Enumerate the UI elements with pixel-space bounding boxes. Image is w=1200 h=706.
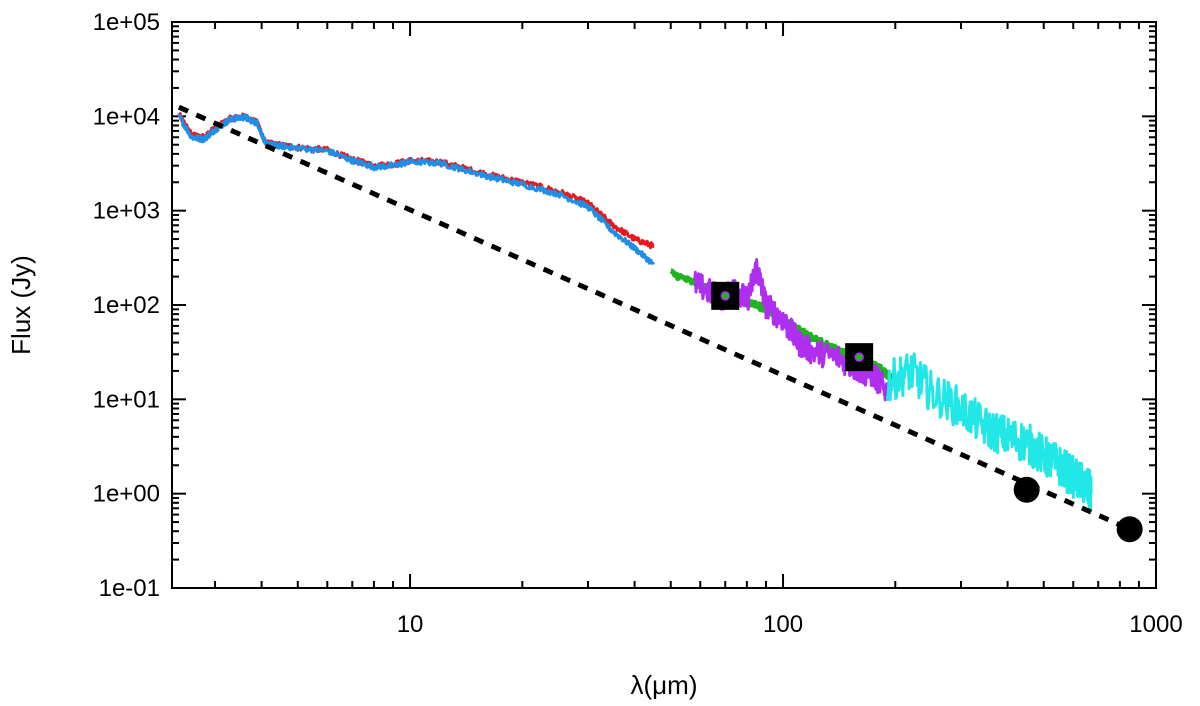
y-tick-labels: 1e-01 1e+00 1e+01 1e+02 1e+03 1e+04 1e+05 [93, 9, 160, 602]
x-tick-label: 1000 [1129, 611, 1182, 638]
x-axis-label: λ(μm) [631, 670, 698, 700]
x-tick-label: 100 [763, 611, 803, 638]
photometry-square-dot [854, 352, 864, 362]
spectrum-series-1 [177, 113, 655, 266]
photometry-circle-marker [1116, 516, 1143, 543]
x-tick-labels: 10 100 1000 [397, 611, 1183, 638]
axis-ticks [172, 21, 1157, 589]
photometry-circle-marker [1013, 476, 1040, 503]
y-tick-label: 1e+00 [93, 481, 160, 508]
data-series [177, 104, 1131, 532]
y-axis-label: Flux (Jy) [6, 255, 36, 355]
spectrum-series-4 [885, 352, 1093, 512]
y-tick-label: 1e+05 [93, 9, 160, 36]
y-tick-label: 1e+02 [93, 292, 160, 319]
x-tick-label: 10 [397, 611, 424, 638]
plot-frame [171, 21, 1157, 589]
y-tick-label: 1e+04 [93, 103, 160, 130]
photometry-square-dot [720, 291, 731, 301]
spectrum-series-0 [177, 112, 655, 250]
y-tick-label: 1e+03 [93, 198, 160, 225]
power-law-fit-line [177, 104, 1131, 532]
data-markers [711, 281, 1143, 543]
y-tick-label: 1e+01 [93, 386, 160, 413]
y-tick-label: 1e-01 [99, 575, 160, 602]
